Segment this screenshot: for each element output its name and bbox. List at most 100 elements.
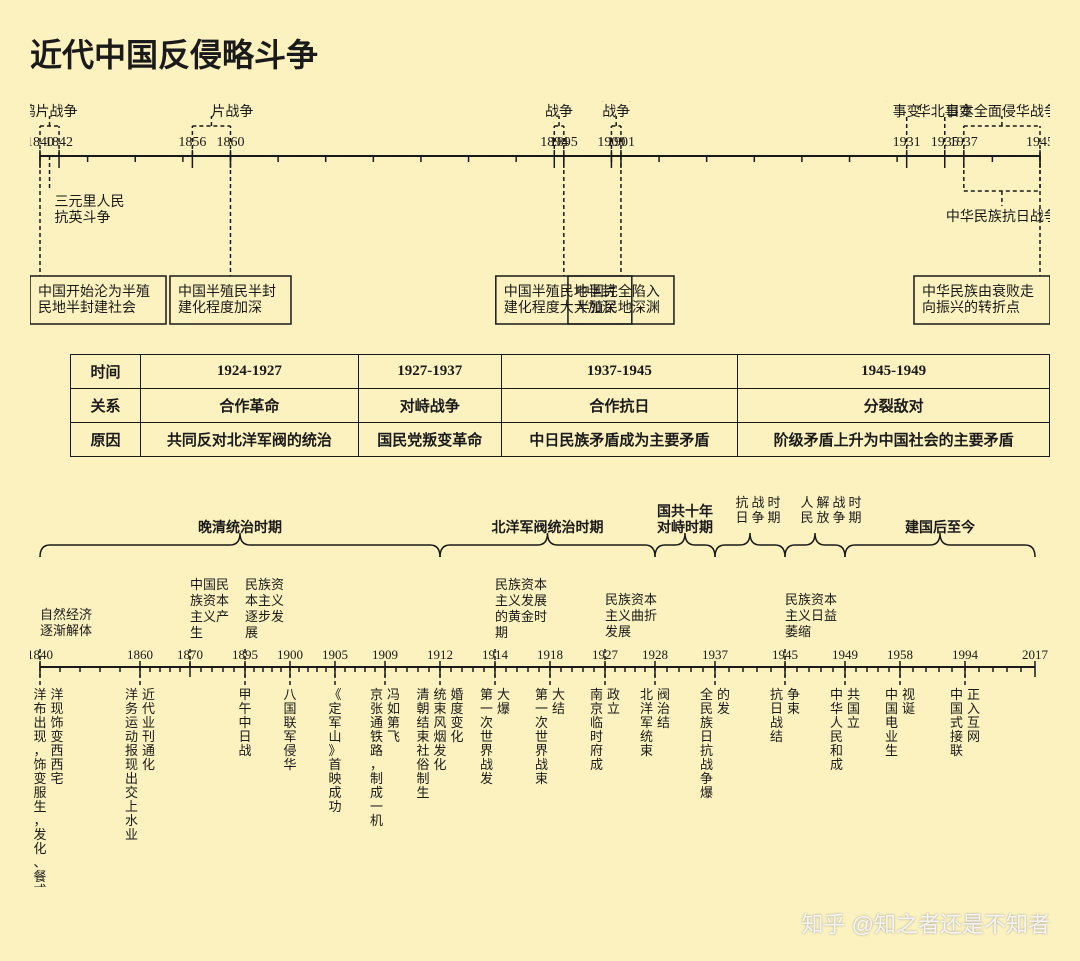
svg-text:时: 时 [767,495,780,510]
svg-text:中: 中 [885,687,898,702]
svg-text:自然经济逐渐解体: 自然经济逐渐解体 [40,607,92,638]
svg-text:业: 业 [142,715,155,730]
svg-text:统: 统 [640,729,653,744]
svg-text:互: 互 [967,715,980,730]
watermark: 知乎 @知之者还是不知者 [802,907,1050,939]
svg-text:结: 结 [552,701,565,716]
svg-text:式: 式 [33,883,46,887]
svg-text:民族资本主义发展的黄金时期: 民族资本主义发展的黄金时期 [495,577,547,640]
svg-text:争: 争 [751,510,764,525]
svg-text:华: 华 [830,701,843,716]
svg-text:八国联军侵华战争: 八国联军侵华战争 [595,101,637,120]
table-cell: 合作革命 [141,389,359,423]
svg-text:视: 视 [902,687,915,702]
svg-text:期: 期 [848,510,861,525]
svg-text:国共十年对峙时期: 国共十年对峙时期 [657,503,713,536]
svg-text:争: 争 [787,687,800,702]
svg-text:国: 国 [847,701,860,716]
svg-text:中国开始沦为半殖民地半封建社会: 中国开始沦为半殖民地半封建社会 [38,283,150,316]
svg-text:午: 午 [238,701,251,716]
svg-text:争: 争 [700,771,713,786]
svg-text:变: 变 [50,729,63,744]
svg-text:世: 世 [480,729,493,744]
svg-text:刊: 刊 [142,729,155,744]
svg-text:大: 大 [497,687,510,702]
svg-text:近: 近 [142,687,155,702]
svg-text:族: 族 [700,715,713,730]
table-cell: 中日民族矛盾成为主要矛盾 [501,423,738,457]
svg-text:一: 一 [480,701,493,716]
svg-text:中华民族由衰败走向振兴的转折点: 中华民族由衰败走向振兴的转折点 [922,283,1034,316]
svg-text:1927: 1927 [592,647,619,662]
svg-text:通: 通 [370,715,383,730]
svg-text:结: 结 [657,715,670,730]
svg-text:1945: 1945 [1026,135,1050,150]
svg-text:第: 第 [387,715,400,730]
svg-text:府: 府 [590,743,603,758]
svg-text:京: 京 [370,687,383,702]
svg-text:建国后至今: 建国后至今 [905,519,975,536]
svg-text:军: 军 [328,715,341,730]
svg-text:2017: 2017 [1022,647,1049,662]
svg-text:代: 代 [142,701,155,716]
svg-text:生: 生 [885,743,898,758]
svg-text:一: 一 [535,701,548,716]
svg-text:洋: 洋 [125,687,138,702]
svg-text:化: 化 [450,729,463,744]
table-header: 关系 [71,389,141,423]
table-cell: 分裂敌对 [738,389,1050,423]
svg-text:联: 联 [283,715,296,730]
svg-text:1900: 1900 [277,647,303,662]
svg-text:业: 业 [885,729,898,744]
svg-text:入: 入 [967,701,980,716]
svg-text:解: 解 [816,495,829,510]
svg-text:甲午中日战争: 甲午中日战争 [545,101,573,120]
table-cell: 1927-1937 [358,355,501,389]
svg-text:民: 民 [830,729,843,744]
svg-text:服: 服 [33,785,46,800]
svg-text:清: 清 [416,687,429,702]
svg-text:朝: 朝 [416,701,429,716]
svg-text:立: 立 [847,715,860,730]
svg-text:运: 运 [125,715,138,730]
svg-text:俗: 俗 [416,757,429,772]
svg-text:冯: 冯 [387,687,400,702]
svg-text:束: 束 [433,701,446,716]
svg-text:现: 现 [50,701,63,716]
svg-text:发: 发 [433,743,446,758]
svg-text:发: 发 [717,701,730,716]
svg-text:束: 束 [787,701,800,716]
svg-text:成: 成 [370,785,383,800]
svg-text:人: 人 [830,715,843,730]
timeline-1: 1840184218561860189418951900190119311935… [30,101,1050,331]
svg-text:界: 界 [480,743,493,758]
svg-text:机: 机 [370,813,383,828]
table-cell: 国民党叛变革命 [358,423,501,457]
svg-text:治: 治 [657,701,670,716]
svg-text:战: 战 [770,715,783,730]
svg-text:现: 现 [33,729,46,744]
svg-text:放: 放 [816,510,829,525]
svg-text:电: 电 [885,715,898,730]
svg-text:中国民族资本主义产生: 中国民族资本主义产生 [190,577,229,640]
svg-text:1860: 1860 [127,647,153,662]
svg-text:政: 政 [607,687,620,702]
svg-text:成: 成 [830,757,843,772]
svg-text:北洋军阀统治时期: 北洋军阀统治时期 [492,519,604,536]
svg-text:风: 风 [433,715,446,730]
svg-text:1914: 1914 [482,647,509,662]
svg-text:侵: 侵 [283,743,296,758]
svg-text:爆: 爆 [497,701,510,716]
svg-text:业: 业 [125,827,138,842]
svg-text:一: 一 [370,799,383,814]
svg-text:，: ， [370,757,383,772]
svg-text:烟: 烟 [433,729,446,744]
svg-text:1909: 1909 [372,647,398,662]
svg-text:1870: 1870 [177,647,203,662]
svg-text:甲: 甲 [238,687,251,702]
svg-text:1994: 1994 [952,647,979,662]
svg-text:务: 务 [125,701,138,716]
svg-text:束: 束 [416,729,429,744]
svg-text:人: 人 [800,495,813,510]
svg-text:中华民族抗日战争: 中华民族抗日战争 [946,209,1050,225]
